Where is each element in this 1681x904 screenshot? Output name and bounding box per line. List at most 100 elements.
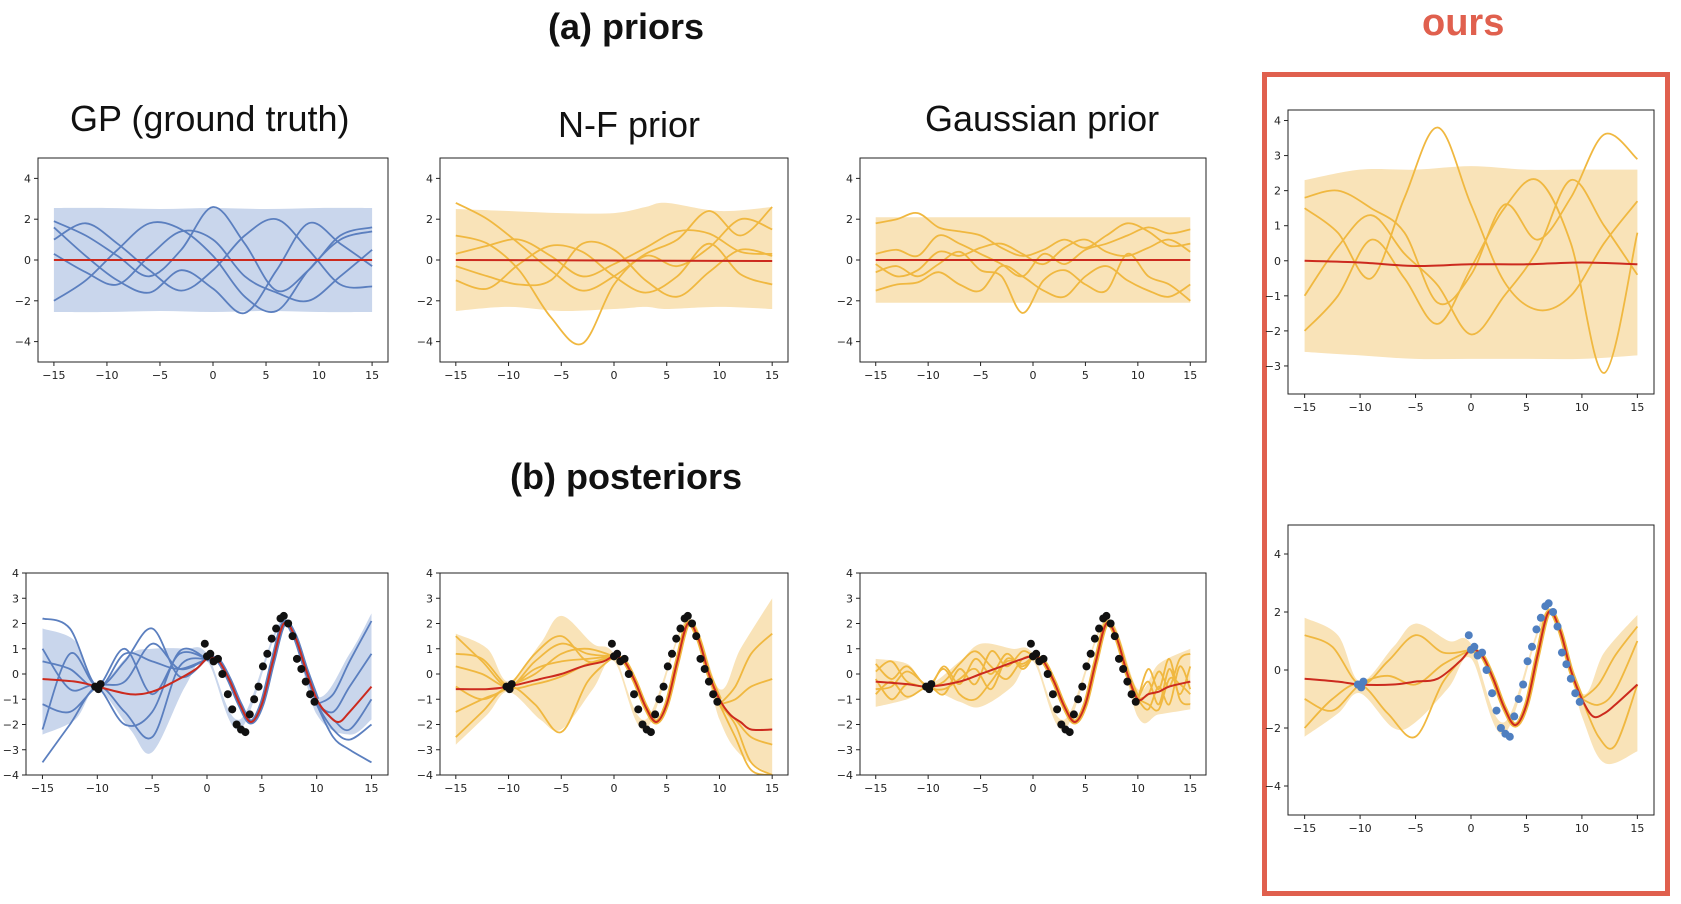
data-point [267,634,276,643]
sample-line [455,229,773,278]
data-point [1523,657,1532,666]
data-point [1043,670,1052,678]
sample-line [1304,648,1472,712]
sample-line [455,240,773,298]
y-tick-label: 4 [426,172,433,185]
sample-line [1581,625,1639,700]
data-point [228,705,237,714]
uncertainty-band [42,613,372,754]
x-tick-label: −10 [1348,822,1371,835]
y-tick-label: 3 [1274,150,1281,163]
x-tick-label: −15 [1293,401,1316,414]
x-tick-label: 0 [204,782,211,795]
data-point [927,680,936,689]
sample-line [455,652,615,690]
data-point [284,619,293,628]
plot-area [874,611,1192,737]
data-point [1119,664,1128,673]
data-point [700,664,709,673]
y-tick-label: −3 [837,744,853,757]
data-point [1528,642,1536,651]
y-tick-label: 3 [12,592,19,605]
y-tick-label: 3 [846,592,853,605]
data-point [1553,622,1562,631]
x-tick-label: 15 [1630,822,1644,835]
data-point [1478,648,1487,657]
data-point [634,705,643,714]
data-point [1110,632,1119,641]
data-point [250,695,259,704]
data-point [1069,710,1078,719]
sample-line [719,678,773,706]
y-tick-label: 1 [12,643,19,656]
y-tick-label: 4 [12,567,19,580]
data-point [279,611,288,620]
data-point [1505,732,1514,741]
ours-heading: ours [1422,2,1505,44]
sample-line [53,221,373,315]
data-point [263,649,272,658]
data-point [630,690,639,699]
data-point [663,662,672,671]
sample-line [1136,657,1191,706]
posteriors-heading: (b) posteriors [510,456,743,497]
y-tick-label: 2 [846,618,853,631]
data-point [1039,654,1048,663]
y-tick-label: −2 [15,295,31,308]
x-tick-label: 10 [1131,369,1145,382]
x-tick-label: 0 [1030,369,1037,382]
sample-line [718,632,773,705]
y-tick-label: 2 [426,618,433,631]
priors-heading: (a) priors [548,6,705,47]
sample-line [1137,676,1191,712]
x-tick-label: 15 [1630,401,1644,414]
data-point [1566,674,1575,683]
sample-line [1136,666,1192,706]
data-point [1090,634,1099,643]
y-tick-label: −2 [837,295,853,308]
data-point [1065,728,1074,737]
y-tick-label: 2 [12,618,19,631]
data-point [709,690,718,699]
y-tick-label: 2 [1274,606,1281,619]
data-point [1470,642,1479,651]
plot-area [1303,126,1639,374]
sample-line [1581,684,1639,750]
x-tick-label: 10 [310,782,324,795]
x-tick-label: −5 [1407,822,1423,835]
sample-line [1303,649,1472,739]
x-tick-label: 0 [1468,401,1475,414]
mean-line [455,621,773,732]
sample-line [41,657,208,763]
ours-frame [1262,72,1670,896]
data-point [1488,689,1497,698]
x-tick-label: 15 [365,369,379,382]
data-point [676,624,685,633]
x-tick-label: 5 [663,782,670,795]
y-tick-label: −4 [1265,780,1281,793]
sample-line [42,647,208,696]
y-tick-label: 4 [1274,115,1281,128]
y-tick-label: −4 [417,769,433,782]
data-point [206,649,215,658]
data-point [688,619,697,628]
mean-line [1304,610,1639,727]
y-tick-label: 4 [846,567,853,580]
sample-line [875,226,1191,278]
data-point [624,670,633,678]
data-point [200,639,209,648]
data-point [1127,690,1136,699]
sample-line [875,650,1034,688]
x-tick-label: 15 [365,782,379,795]
x-tick-label: 0 [1468,822,1475,835]
data-point [1562,660,1571,669]
x-tick-label: 10 [712,369,726,382]
sample-line [315,703,373,741]
data-point [613,649,622,658]
x-tick-label: 15 [765,369,779,382]
y-tick-label: −1 [417,693,433,706]
y-tick-label: 3 [426,592,433,605]
x-tick-label: 5 [263,369,270,382]
